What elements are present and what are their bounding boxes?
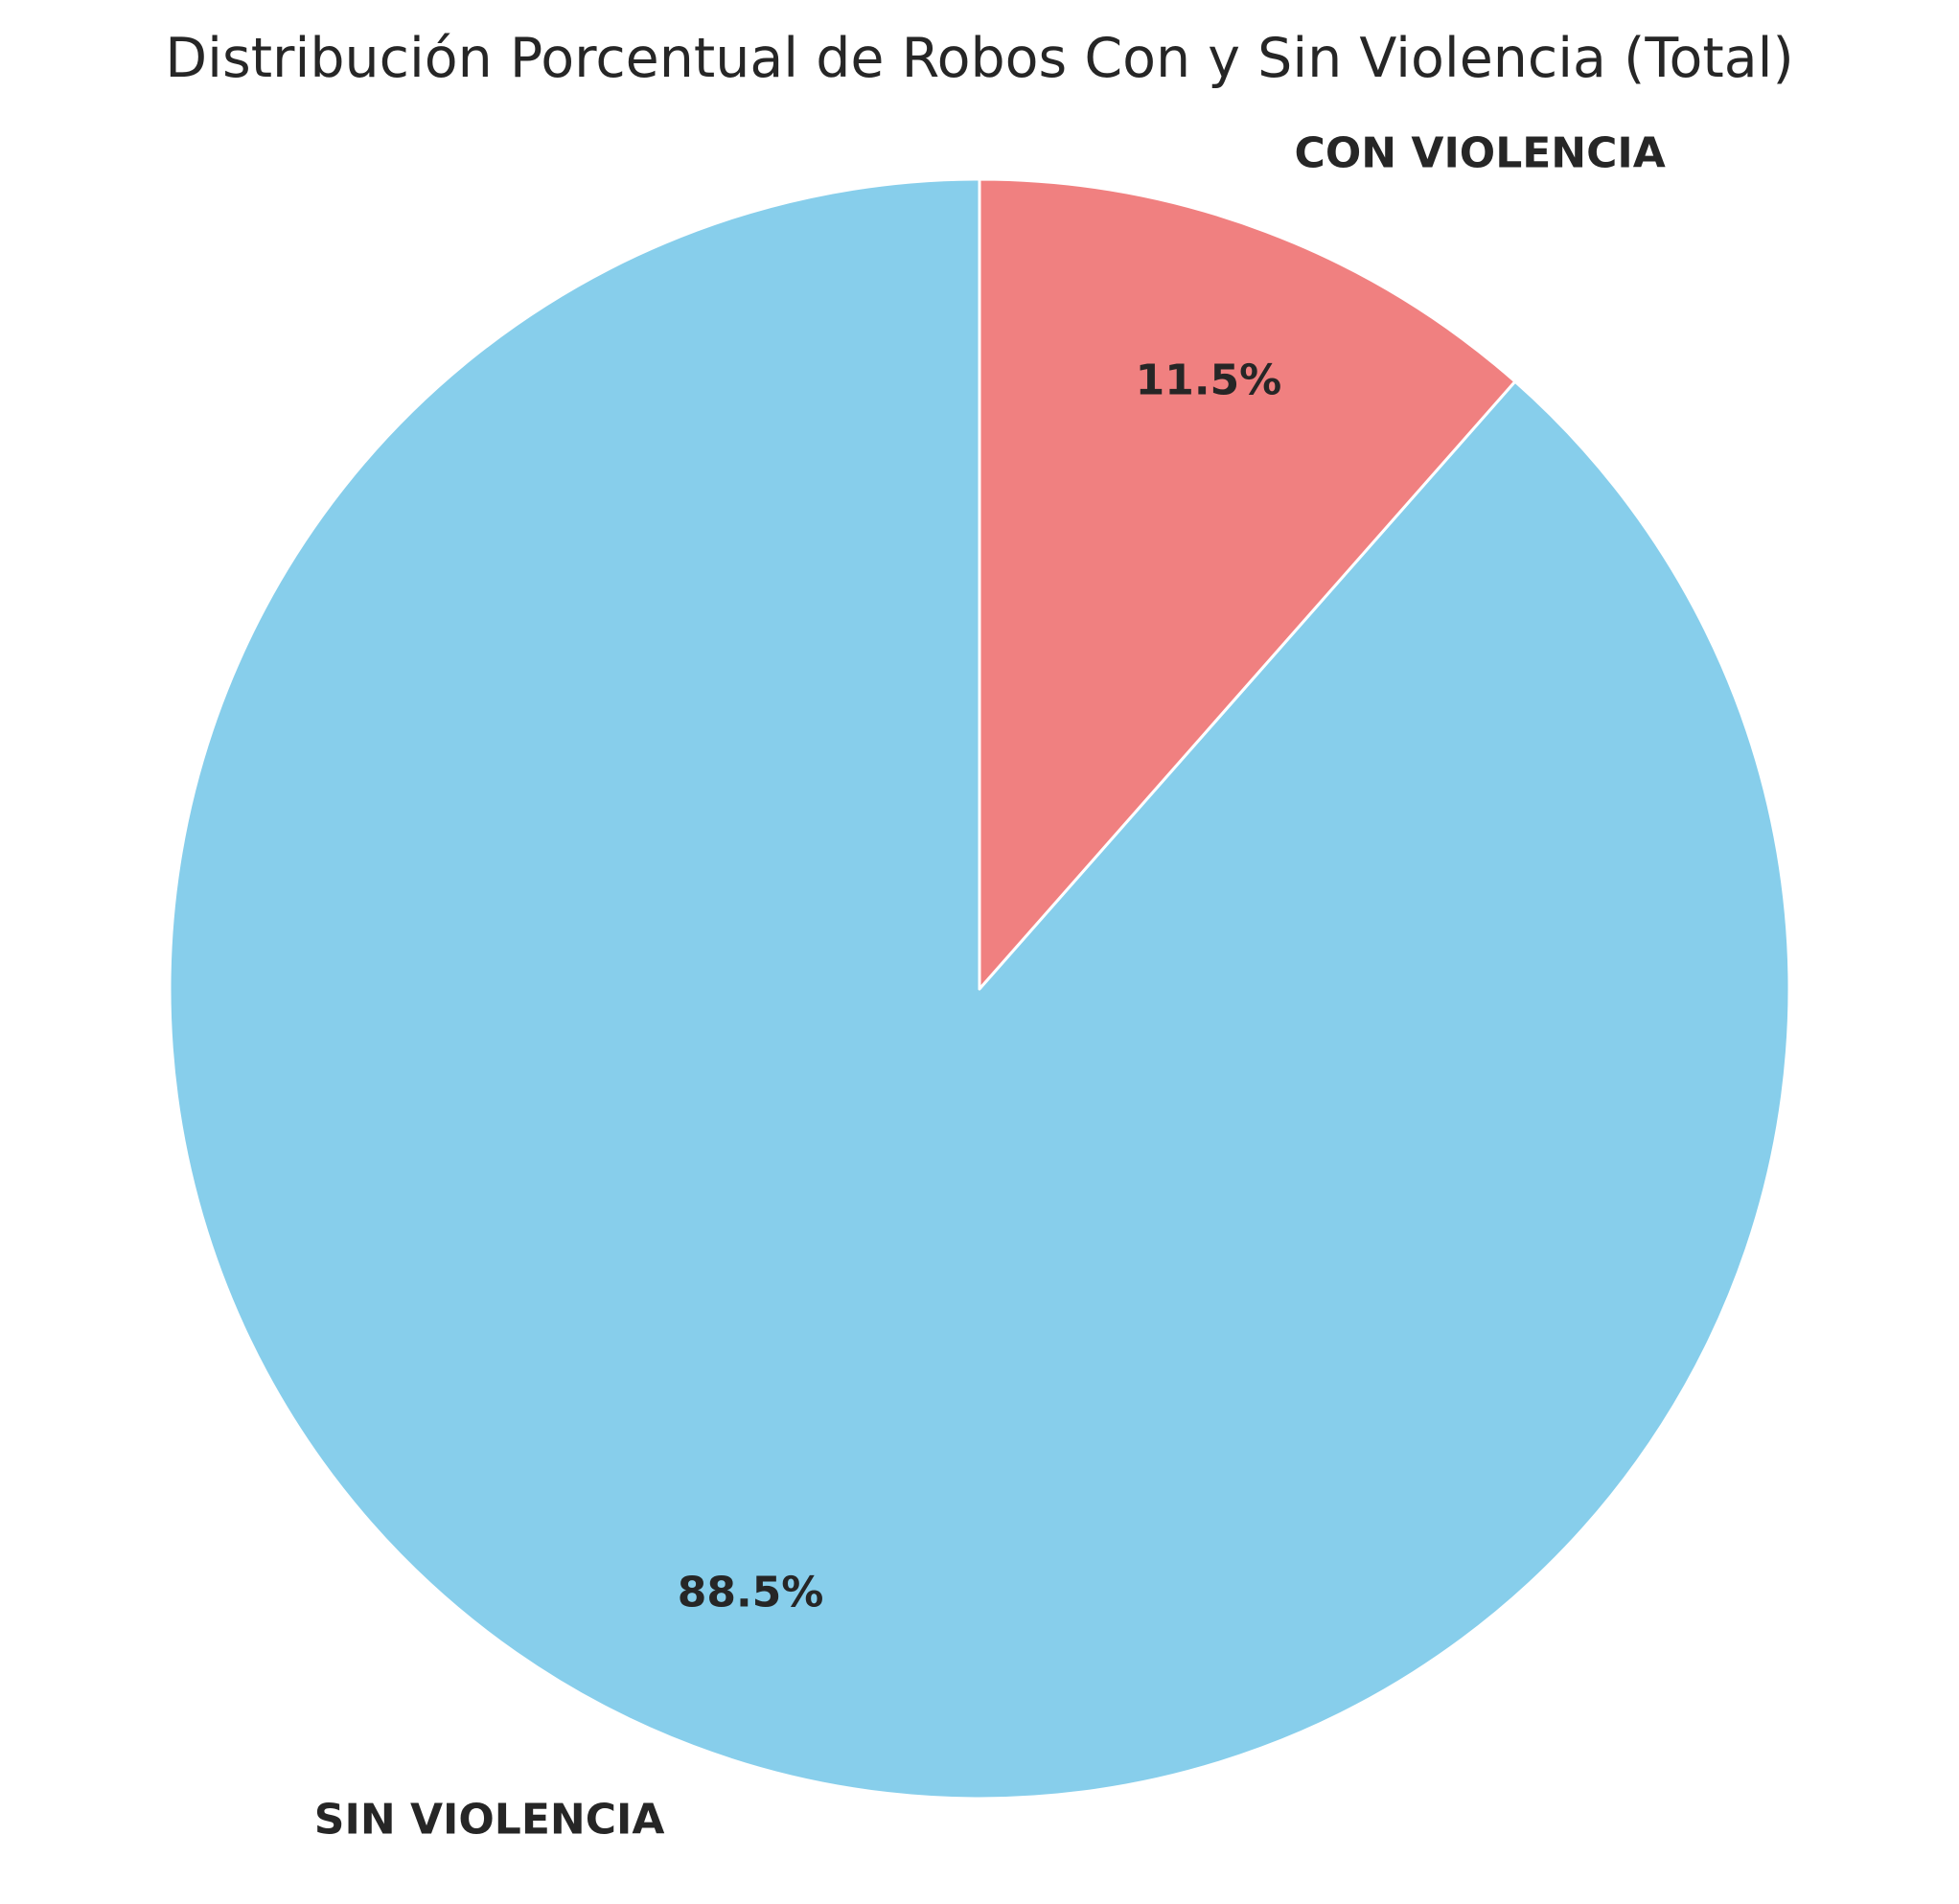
percent-label-sin-violencia: 88.5% (678, 1568, 824, 1617)
percent-label-con-violencia: 11.5% (1136, 356, 1282, 405)
slice-label-sin-violencia: SIN VIOLENCIA (314, 1795, 665, 1844)
pie-slice-con-violencia (978, 177, 1517, 991)
chart-title: Distribución Porcentual de Robos Con y S… (165, 27, 1794, 90)
slice-label-con-violencia: CON VIOLENCIA (1295, 129, 1666, 178)
